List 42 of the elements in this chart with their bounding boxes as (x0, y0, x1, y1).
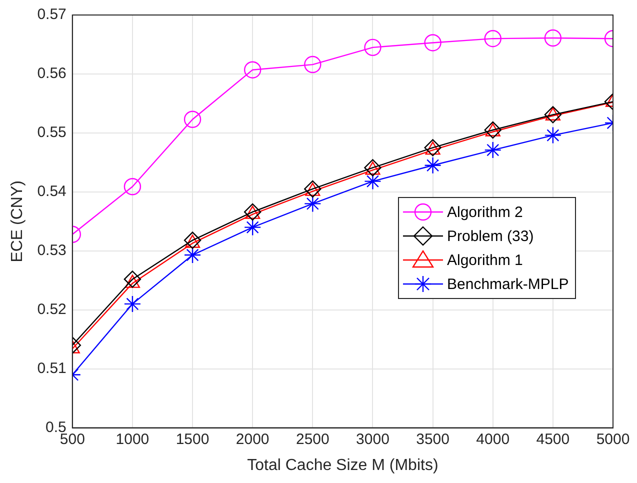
x-tick-label: 4500 (536, 430, 570, 448)
y-tick-label: 0.51 (37, 360, 66, 377)
point (364, 38, 382, 56)
x-tick-label: 2500 (296, 430, 330, 448)
legend-label: Algorithm 1 (447, 252, 523, 268)
x-tick-label: 3000 (356, 430, 390, 448)
point (304, 56, 322, 74)
y-tick-label: 0.57 (37, 6, 66, 24)
point (484, 30, 502, 48)
point (184, 246, 202, 264)
point (124, 295, 142, 313)
y-axis-title: ECE (CNY) (9, 180, 26, 262)
x-tick-label: 5000 (596, 430, 630, 448)
y-tick-label: 0.56 (37, 65, 66, 82)
legend-label: Algorithm 2 (447, 204, 523, 220)
point (544, 29, 562, 47)
legend-label: Problem (33) (447, 228, 534, 244)
point (124, 270, 142, 288)
x-tick-label: 4000 (476, 430, 510, 448)
y-tick-label: 0.55 (37, 124, 66, 142)
x-axis-title: Total Cache Size M (Mbits) (247, 456, 438, 474)
x-tick-label: 1000 (116, 430, 150, 448)
point (304, 195, 322, 212)
x-tick-label: 2000 (236, 430, 270, 448)
point (424, 34, 442, 52)
point (544, 126, 562, 144)
legend-label: Benchmark-MPLP (447, 276, 569, 292)
point (244, 61, 262, 78)
point (124, 178, 142, 196)
point (424, 156, 442, 174)
point (184, 110, 202, 128)
x-tick-label: 3500 (416, 430, 450, 448)
x-tick-label: 500 (60, 430, 85, 448)
point (484, 141, 502, 159)
y-tick-label: 0.52 (37, 301, 66, 318)
x-tick-label: 1500 (176, 430, 210, 448)
point (184, 232, 202, 249)
y-tick-label: 0.53 (37, 242, 66, 260)
y-tick-label: 0.54 (37, 183, 66, 200)
point (544, 106, 562, 124)
point (364, 172, 382, 190)
point (244, 218, 262, 236)
